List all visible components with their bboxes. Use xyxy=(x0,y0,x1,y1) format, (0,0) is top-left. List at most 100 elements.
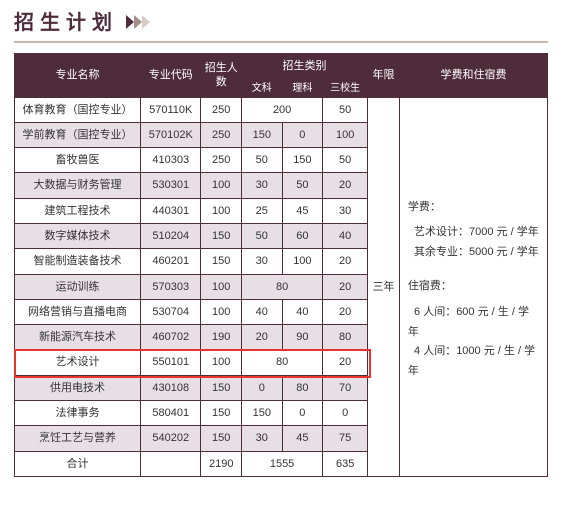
cell-code: 580401 xyxy=(141,401,201,426)
cell-liberal: 150 xyxy=(242,401,283,426)
cell-total-ls: 1555 xyxy=(242,451,323,476)
cell-science: 45 xyxy=(282,198,323,223)
cell-sanxiao: 100 xyxy=(323,122,368,147)
cell-liberal: 30 xyxy=(242,426,283,451)
cell-science: 80 xyxy=(282,375,323,400)
cell-liberal: 40 xyxy=(242,299,283,324)
cell-science: 90 xyxy=(282,325,323,350)
cell-code: 540202 xyxy=(141,426,201,451)
cell-major: 新能源汽车技术 xyxy=(15,325,141,350)
cell-code: 460702 xyxy=(141,325,201,350)
cell-sanxiao: 0 xyxy=(323,401,368,426)
cell-sanxiao: 30 xyxy=(323,198,368,223)
col-category: 招生类别 xyxy=(242,54,368,79)
cell-major: 运动训练 xyxy=(15,274,141,299)
cell-sanxiao: 20 xyxy=(323,350,368,375)
cell-code: 570303 xyxy=(141,274,201,299)
cell-years: 三年 xyxy=(368,97,400,476)
cell-sanxiao: 20 xyxy=(323,173,368,198)
cell-enroll: 100 xyxy=(201,299,242,324)
cell-sanxiao: 70 xyxy=(323,375,368,400)
cell-code: 430108 xyxy=(141,375,201,400)
cell-enroll: 250 xyxy=(201,97,242,122)
cell-enroll: 150 xyxy=(201,249,242,274)
cell-total-label: 合计 xyxy=(15,451,141,476)
cell-code: 460201 xyxy=(141,249,201,274)
cell-code: 570110K xyxy=(141,97,201,122)
cell-major: 学前教育（国控专业） xyxy=(15,122,141,147)
cell-liberal-science: 80 xyxy=(242,274,323,299)
cell-sanxiao: 75 xyxy=(323,426,368,451)
cell-code: 410303 xyxy=(141,148,201,173)
cell-major: 数字媒体技术 xyxy=(15,224,141,249)
cell-liberal: 0 xyxy=(242,375,283,400)
col-sanxiao: 三校生 xyxy=(323,79,368,97)
cell-science: 40 xyxy=(282,299,323,324)
cell-liberal: 20 xyxy=(242,325,283,350)
col-science: 理科 xyxy=(282,79,323,97)
cell-enroll: 250 xyxy=(201,122,242,147)
cell-sanxiao: 20 xyxy=(323,274,368,299)
cell-major: 供用电技术 xyxy=(15,375,141,400)
cell-major: 大数据与财务管理 xyxy=(15,173,141,198)
cell-total-sanxiao: 635 xyxy=(323,451,368,476)
cell-sanxiao: 50 xyxy=(323,97,368,122)
table-row: 体育教育（国控专业）570110K25020050三年学费： 艺术设计：7000… xyxy=(15,97,548,122)
cell-sanxiao: 20 xyxy=(323,299,368,324)
cell-enroll: 150 xyxy=(201,401,242,426)
cell-sanxiao: 40 xyxy=(323,224,368,249)
cell-liberal-science: 200 xyxy=(242,97,323,122)
cell-liberal: 25 xyxy=(242,198,283,223)
cell-liberal: 50 xyxy=(242,148,283,173)
cell-major: 体育教育（国控专业） xyxy=(15,97,141,122)
cell-major: 艺术设计 xyxy=(15,350,141,375)
cell-liberal: 30 xyxy=(242,173,283,198)
divider xyxy=(14,41,548,43)
col-major: 专业名称 xyxy=(15,54,141,97)
cell-science: 45 xyxy=(282,426,323,451)
cell-science: 100 xyxy=(282,249,323,274)
table-body: 体育教育（国控专业）570110K25020050三年学费： 艺术设计：7000… xyxy=(15,97,548,476)
cell-fees: 学费： 艺术设计：7000 元 / 学年 其余专业：5000 元 / 学年住宿费… xyxy=(399,97,547,476)
col-liberal: 文科 xyxy=(242,79,283,97)
cell-code: 510204 xyxy=(141,224,201,249)
page-title: 招生计划 xyxy=(14,6,548,35)
cell-liberal: 50 xyxy=(242,224,283,249)
cell-enroll: 150 xyxy=(201,375,242,400)
cell-major: 烹饪工艺与营养 xyxy=(15,426,141,451)
col-years: 年限 xyxy=(368,54,400,97)
cell-total-enroll: 2190 xyxy=(201,451,242,476)
col-fees: 学费和住宿费 xyxy=(399,54,547,97)
cell-science: 60 xyxy=(282,224,323,249)
cell-major: 畜牧兽医 xyxy=(15,148,141,173)
cell-major: 网络营销与直播电商 xyxy=(15,299,141,324)
cell-science: 150 xyxy=(282,148,323,173)
col-code: 专业代码 xyxy=(141,54,201,97)
cell-enroll: 100 xyxy=(201,198,242,223)
cell-code: 570102K xyxy=(141,122,201,147)
cell-major: 智能制造装备技术 xyxy=(15,249,141,274)
cell-enroll: 100 xyxy=(201,173,242,198)
cell-enroll: 150 xyxy=(201,224,242,249)
cell-major: 建筑工程技术 xyxy=(15,198,141,223)
enrollment-table: 专业名称 专业代码 招生人数 招生类别 年限 学费和住宿费 文科 理科 三校生 … xyxy=(14,53,548,477)
cell-code: 440301 xyxy=(141,198,201,223)
cell-sanxiao: 80 xyxy=(323,325,368,350)
cell-science: 50 xyxy=(282,173,323,198)
title-text: 招生计划 xyxy=(14,12,118,34)
cell-sanxiao: 20 xyxy=(323,249,368,274)
cell-enroll: 190 xyxy=(201,325,242,350)
cell-code: 550101 xyxy=(141,350,201,375)
cell-major: 法律事务 xyxy=(15,401,141,426)
cell-enroll: 100 xyxy=(201,350,242,375)
cell-enroll: 250 xyxy=(201,148,242,173)
cell-liberal: 150 xyxy=(242,122,283,147)
cell-science: 0 xyxy=(282,122,323,147)
cell-code: 530704 xyxy=(141,299,201,324)
cell-code: 530301 xyxy=(141,173,201,198)
cell-enroll: 100 xyxy=(201,274,242,299)
cell-liberal: 30 xyxy=(242,249,283,274)
cell-total-code xyxy=(141,451,201,476)
chevron-right-icon xyxy=(126,12,166,35)
cell-enroll: 150 xyxy=(201,426,242,451)
